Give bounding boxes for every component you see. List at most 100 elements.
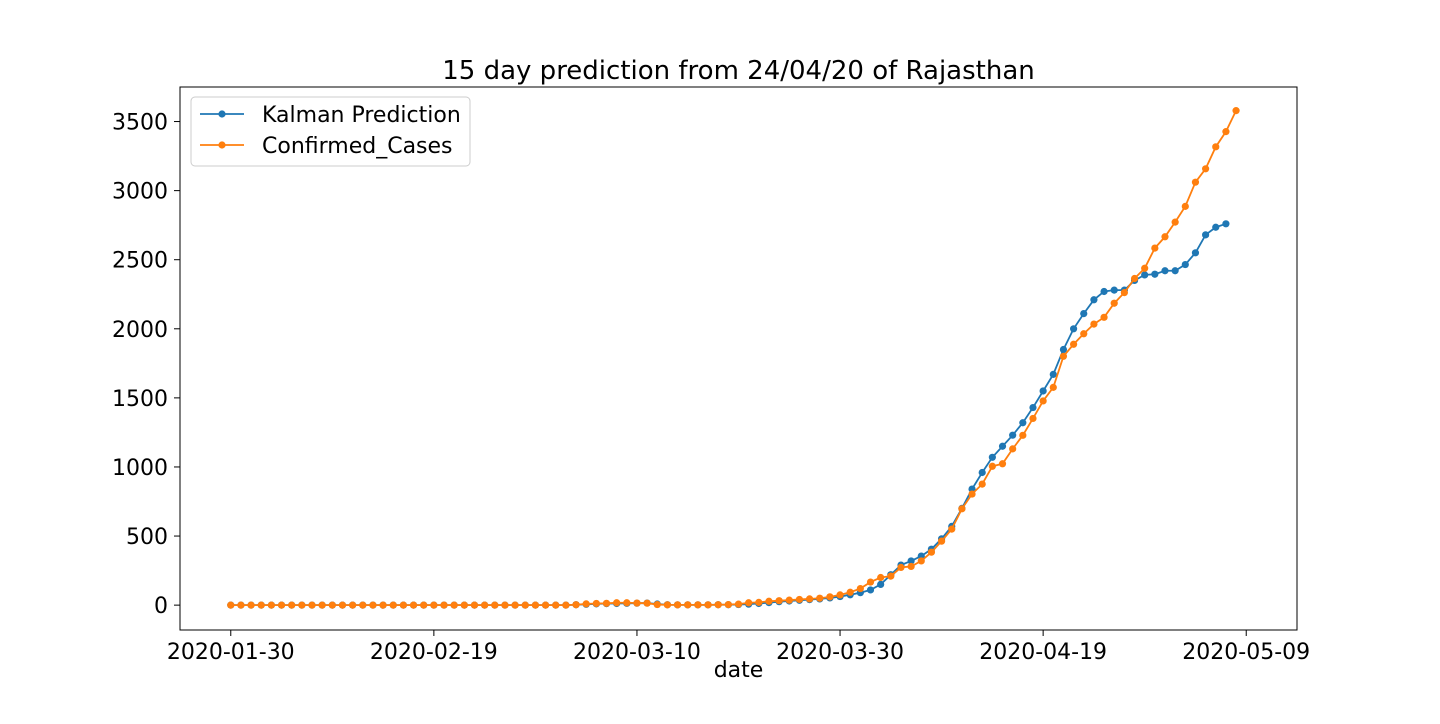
data-point	[1141, 264, 1149, 272]
x-axis-label: date	[714, 658, 764, 683]
data-point	[257, 601, 265, 609]
data-point	[379, 601, 387, 609]
data-point	[826, 593, 834, 601]
data-point	[1202, 165, 1210, 173]
data-point	[734, 600, 743, 608]
data-point	[1151, 244, 1159, 252]
x-tick-label: 2020-02-19	[370, 640, 498, 665]
data-point	[1141, 271, 1149, 279]
data-point	[887, 572, 895, 580]
data-point	[846, 588, 854, 596]
data-point	[237, 601, 245, 609]
data-point	[866, 578, 875, 586]
data-point	[511, 601, 519, 609]
y-tick-label: 500	[126, 525, 168, 550]
data-point	[978, 468, 986, 477]
data-point	[1059, 352, 1068, 360]
data-point	[1080, 310, 1088, 318]
series-line-kalman-prediction	[230, 222, 1227, 607]
data-point	[481, 601, 489, 609]
data-point	[1009, 445, 1017, 453]
data-point	[1161, 233, 1169, 241]
data-point	[673, 601, 682, 609]
data-point	[338, 601, 347, 609]
data-point	[755, 598, 763, 606]
data-point	[643, 599, 651, 607]
series-confirmed-cases	[227, 107, 1240, 609]
data-point	[897, 563, 905, 572]
data-point	[1029, 403, 1037, 412]
data-point	[795, 595, 804, 604]
legend-label: Kalman Prediction	[262, 103, 461, 128]
data-point	[765, 597, 773, 605]
data-point	[1019, 431, 1027, 439]
data-point	[1070, 340, 1078, 348]
data-point	[420, 601, 428, 609]
data-point	[866, 586, 875, 594]
x-axis: 2020-01-30 2020-02-19 2020-03-10 2020-03-30…	[167, 630, 1310, 665]
series-line-confirmed-cases	[230, 110, 1237, 607]
data-point	[521, 601, 529, 609]
data-point	[541, 601, 550, 609]
y-tick-label: 3000	[112, 180, 168, 205]
data-point	[1009, 431, 1017, 439]
legend-box	[190, 96, 471, 167]
data-point	[470, 601, 479, 609]
data-point	[1171, 218, 1179, 226]
data-point	[1191, 178, 1200, 186]
data-point	[1110, 286, 1118, 294]
data-point	[1232, 107, 1240, 115]
data-point	[592, 599, 600, 608]
data-point	[1212, 223, 1220, 231]
x-tick-label: 2020-03-10	[573, 640, 701, 665]
data-point	[562, 601, 570, 609]
x-tick-label: 2020-03-30	[776, 640, 904, 665]
data-point	[745, 599, 753, 607]
data-point	[389, 601, 397, 609]
data-point	[785, 596, 793, 604]
data-point	[805, 595, 814, 603]
data-point	[308, 601, 316, 609]
data-point	[1019, 419, 1027, 427]
data-point	[816, 594, 824, 602]
data-point	[440, 601, 448, 609]
data-point	[633, 599, 641, 607]
x-tick-label: 2020-04-19	[979, 640, 1107, 665]
data-point	[1181, 202, 1189, 210]
data-point	[1100, 287, 1108, 296]
data-point	[409, 601, 418, 609]
x-tick-label: 2020-05-09	[1182, 640, 1310, 665]
data-point	[602, 599, 611, 607]
y-tick-label: 0	[154, 594, 168, 619]
data-point	[998, 460, 1007, 468]
legend-label: Confirmed_Cases	[262, 134, 453, 159]
data-point	[531, 601, 540, 609]
chart-title: 15 day prediction from 24/04/20 of Rajas…	[442, 56, 1035, 86]
y-tick-label: 2000	[112, 318, 168, 343]
data-point	[623, 599, 631, 607]
data-point	[988, 462, 996, 470]
data-point	[907, 557, 915, 565]
x-tick-label: 2020-01-30	[167, 640, 295, 665]
data-point	[369, 601, 377, 609]
data-point	[1181, 260, 1189, 269]
data-point	[227, 601, 235, 609]
data-point	[1212, 143, 1220, 151]
data-point	[460, 601, 468, 609]
data-point	[1222, 128, 1230, 136]
data-point	[277, 601, 286, 609]
data-point	[359, 601, 367, 609]
y-tick-label: 3500	[112, 111, 168, 136]
data-point	[318, 601, 326, 609]
data-point	[450, 601, 458, 609]
data-point	[1120, 288, 1128, 297]
data-point	[552, 601, 560, 609]
data-point	[1070, 325, 1078, 333]
data-point	[775, 597, 783, 605]
data-point	[877, 580, 885, 589]
data-point	[247, 601, 255, 609]
data-point	[1039, 397, 1047, 405]
data-point	[1039, 387, 1047, 395]
